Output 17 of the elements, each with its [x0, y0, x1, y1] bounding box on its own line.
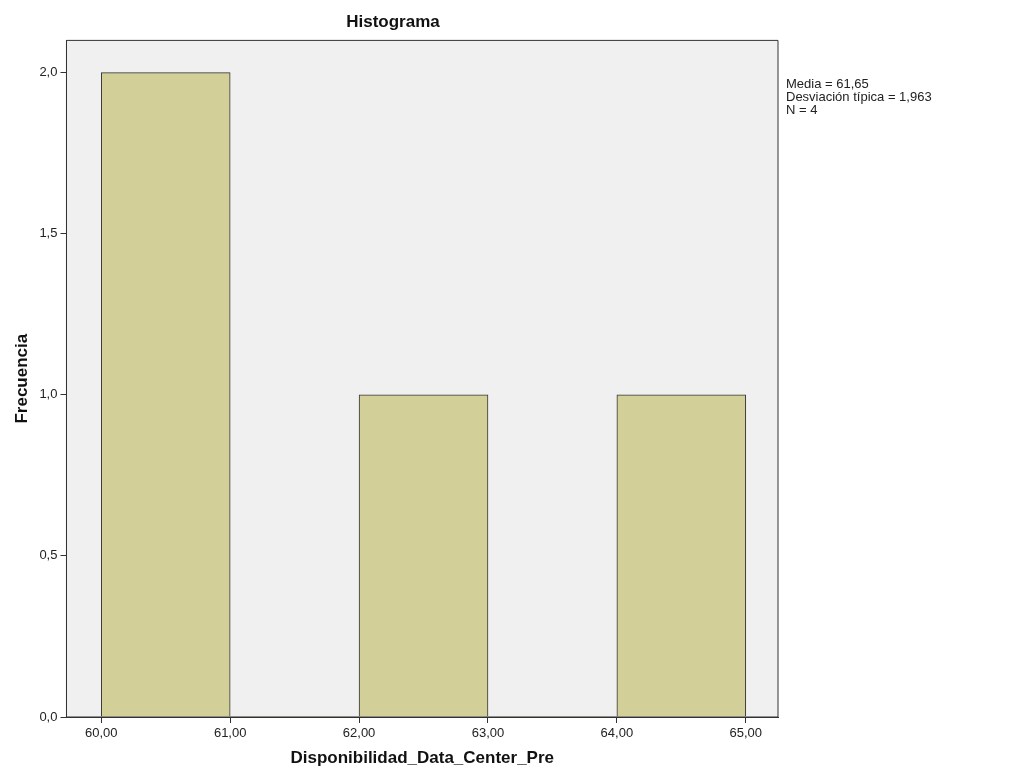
y-tick-label: 2,0 — [39, 64, 58, 80]
text: N = 4 — [786, 102, 818, 118]
x-tick-label: 64,00 — [600, 725, 634, 741]
y-tick-label: 0,5 — [39, 547, 58, 563]
text: Desviación típica = 1,963 — [786, 89, 932, 105]
text: Media = 61,65 — [786, 76, 869, 92]
x-tick-label: 61,00 — [213, 725, 247, 741]
x-axis-title: Disponibilidad_Data_Center_Pre — [290, 748, 555, 768]
x-tick-label: 65,00 — [729, 725, 763, 741]
x-tick-label: 60,00 — [85, 725, 118, 741]
y-tick-label: 0,0 — [39, 708, 58, 724]
x-tick-label: 62,00 — [342, 725, 376, 741]
y-tick-label: 1,5 — [39, 225, 58, 241]
x-tick-label: 63,00 — [471, 725, 505, 741]
y-axis-title: Frecuencia — [11, 333, 31, 424]
chart-title: Histograma — [346, 11, 441, 31]
y-tick-label: 1,0 — [39, 386, 58, 402]
